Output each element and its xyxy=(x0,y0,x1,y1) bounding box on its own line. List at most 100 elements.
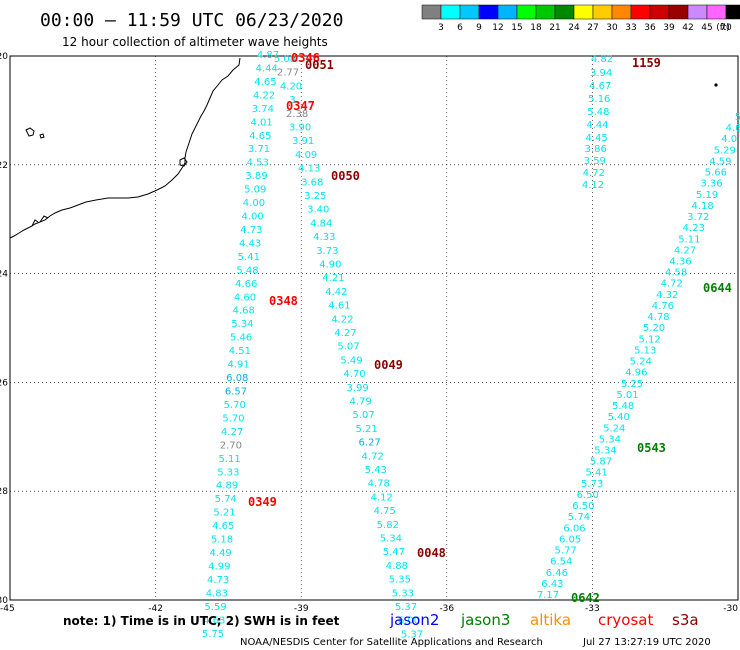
lon-tick-label: -45 xyxy=(0,604,15,614)
swh-value: 2.38 xyxy=(286,109,308,120)
swh-value: 5.34 xyxy=(599,434,621,445)
swh-value: 3.68 xyxy=(301,177,323,188)
swh-value: 4.72 xyxy=(661,279,683,290)
lon-tick-label: -30 xyxy=(723,604,738,614)
swh-value: 5.35 xyxy=(389,575,411,586)
swh-value: 6.46 xyxy=(546,568,568,579)
swh-value: 5.48 xyxy=(612,401,634,412)
legend-swatch xyxy=(649,4,670,20)
swh-value: 4.01 xyxy=(250,117,272,128)
swh-value: 4.73 xyxy=(240,225,262,236)
lat-tick-label: -28 xyxy=(0,487,8,497)
swh-value: 5.08 xyxy=(274,54,296,65)
lat-tick-label: -26 xyxy=(0,378,8,388)
legend-swatch xyxy=(535,4,556,20)
swh-value: 4.67 xyxy=(589,81,611,92)
pass-time: 0346 xyxy=(291,51,320,65)
swh-value: 4.65 xyxy=(212,521,234,532)
satellite-name: cryosat xyxy=(598,611,653,629)
swh-value: 5.48 xyxy=(236,265,258,276)
swh-value: 5.34 xyxy=(380,534,402,545)
legend-swatch xyxy=(440,4,461,20)
swh-value: 4.73 xyxy=(207,575,229,586)
swh-value: 4.68 xyxy=(233,306,255,317)
swh-value: 4.53 xyxy=(247,158,269,169)
lat-tick-label: -20 xyxy=(0,52,8,62)
swh-value: 5.48 xyxy=(587,107,609,118)
swh-value: 4.43 xyxy=(239,238,261,249)
pass-time: 0049 xyxy=(374,358,403,372)
swh-value: 7.17 xyxy=(537,590,559,601)
swh-value: 5.25 xyxy=(621,379,643,390)
swh-value: 4.0 xyxy=(721,134,737,145)
swh-value: 4.33 xyxy=(313,232,335,243)
swh-value: 5.24 xyxy=(603,423,625,434)
swh-value: 4.22 xyxy=(331,314,353,325)
swh-value: 5.21 xyxy=(213,508,235,519)
legend-label: 27 xyxy=(587,23,598,33)
swh-value: 3.89 xyxy=(245,171,267,182)
swh-value: 4.76 xyxy=(652,301,674,312)
swh-value: 5.13 xyxy=(634,345,656,356)
swh-value: 5.24 xyxy=(630,357,652,368)
swh-value: 4.91 xyxy=(227,360,249,371)
swh-value: 4.09 xyxy=(295,150,317,161)
swh-value: 4.20 xyxy=(280,81,302,92)
legend-label: 45 xyxy=(701,23,712,33)
swh-value: 4.65 xyxy=(249,131,271,142)
legend-label: 42 xyxy=(682,23,693,33)
pass-time: 0048 xyxy=(417,546,446,560)
swh-value: 5.82 xyxy=(377,520,399,531)
swh-value: 5.37 xyxy=(395,602,417,613)
swh-value: 4.70 xyxy=(343,369,365,380)
swh-value: 5.59 xyxy=(204,602,226,613)
satellite-name: jason3 xyxy=(460,611,510,629)
legend-swatch xyxy=(687,4,708,20)
swh-value: 5.29 xyxy=(714,145,736,156)
swh-value: 3.91 xyxy=(292,136,314,147)
swh-value: 6.50 xyxy=(572,501,594,512)
legend-label: 6 xyxy=(457,23,463,33)
swh-value: 5.75 xyxy=(202,629,224,640)
swh-value: 4.42 xyxy=(325,287,347,298)
legend-swatch xyxy=(592,4,613,20)
swh-value: 4.84 xyxy=(310,218,332,229)
legend-label: 3 xyxy=(438,23,444,33)
swh-color-legend: 3 6 9 12 15 18 21 24 27 30 33 36 39 42 45 70(ft) xyxy=(421,4,740,33)
satellite-legend: jason2 jason3 altika cryosat s3a xyxy=(389,611,699,629)
swh-value: 5.16 xyxy=(588,94,610,105)
swh-value: 5.33 xyxy=(217,467,239,478)
lon-tick-label: -36 xyxy=(439,604,454,614)
legend-swatch xyxy=(497,4,518,20)
swh-value: 5.46 xyxy=(230,333,252,344)
lon-tick-label: -33 xyxy=(585,604,600,614)
swh-value: 4.78 xyxy=(647,312,669,323)
legend-swatch xyxy=(554,4,575,20)
swh-value: 4.12 xyxy=(582,180,604,191)
swh-value: 4.99 xyxy=(208,561,230,572)
swh-value: 6.54 xyxy=(550,557,572,568)
swh-value: 4.82 xyxy=(591,54,613,65)
swh-value: 3.73 xyxy=(316,246,338,257)
legend-swatch xyxy=(421,4,442,20)
pass-time: 1159 xyxy=(632,56,661,70)
map-frame xyxy=(9,55,739,601)
legend-swatch xyxy=(478,4,499,20)
swh-value: 5.41 xyxy=(238,252,260,263)
swh-value: 5 xyxy=(735,112,740,123)
swh-value: 4.51 xyxy=(229,346,251,357)
swh-value: 4.12 xyxy=(371,492,393,503)
legend-unit: (ft) xyxy=(716,23,730,33)
swh-value: 5.43 xyxy=(365,465,387,476)
swh-value: 6.50 xyxy=(577,490,599,501)
map-border xyxy=(9,55,739,601)
lat-tick-label: -24 xyxy=(0,270,8,280)
swh-value: 3.59 xyxy=(584,156,606,167)
swh-value: 5.11 xyxy=(678,234,700,245)
swh-value: 5.73 xyxy=(581,479,603,490)
swh-value: 4.44 xyxy=(586,120,608,131)
swh-value: 4.61 xyxy=(328,301,350,312)
legend-label: 12 xyxy=(492,23,503,33)
